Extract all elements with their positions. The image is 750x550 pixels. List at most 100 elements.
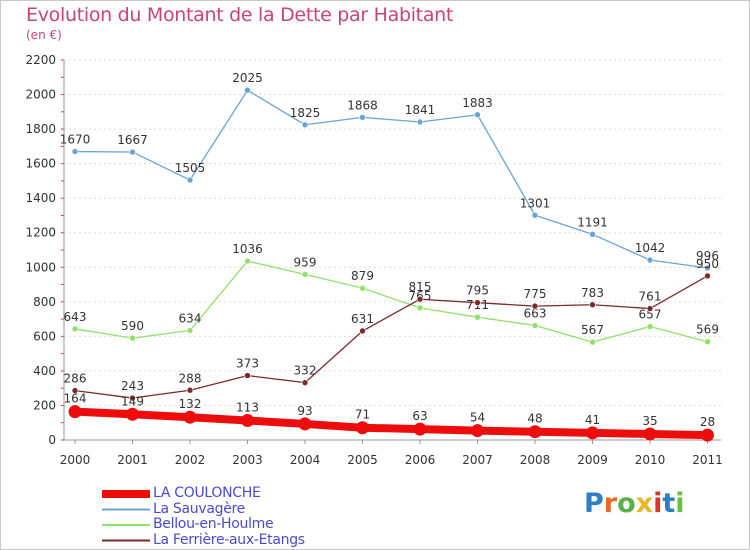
legend-label: La Ferrière-aux-Etangs — [153, 531, 305, 548]
data-point — [301, 271, 309, 278]
data-point — [646, 323, 654, 330]
series-line — [74, 275, 709, 399]
data-label: 634 — [179, 311, 202, 325]
legend-label: Bellou-en-Houlme — [153, 516, 274, 532]
data-label: 149 — [121, 394, 144, 408]
data-label: 631 — [351, 312, 374, 326]
data-point — [586, 426, 599, 440]
data-label: 775 — [524, 287, 547, 301]
data-label: 2025 — [232, 71, 263, 85]
data-label: 783 — [581, 286, 604, 300]
data-point — [646, 305, 654, 312]
x-tick-label: 2008 — [520, 453, 551, 467]
data-point — [129, 334, 136, 342]
y-tick-label: 200 — [33, 398, 56, 412]
data-point — [186, 176, 194, 184]
data-point — [704, 264, 711, 272]
x-tick-label: 2005 — [347, 453, 378, 467]
x-tick-label: 2009 — [577, 453, 608, 467]
data-label: 132 — [179, 397, 202, 411]
data-label: 590 — [121, 319, 144, 333]
data-point — [359, 114, 366, 121]
data-label: 288 — [179, 371, 202, 385]
data-point — [643, 427, 657, 441]
proxiti-logo: Proxiti — [584, 488, 685, 519]
y-tick-label: 600 — [33, 329, 56, 343]
data-point — [186, 327, 194, 334]
series-line — [71, 407, 712, 440]
y-tick-label: 1800 — [25, 122, 56, 136]
data-point — [241, 413, 254, 427]
data-label: 959 — [294, 255, 317, 269]
data-label: 1883 — [462, 96, 493, 110]
data-point — [701, 428, 714, 442]
data-label: 286 — [64, 372, 87, 386]
legend-label: LA COULONCHE — [153, 485, 261, 501]
data-label: 1868 — [347, 98, 378, 112]
data-label: 28 — [700, 415, 715, 429]
data-label: 164 — [64, 392, 87, 406]
data-point — [71, 325, 79, 333]
data-point — [298, 417, 312, 431]
legend-label: La Sauvagère — [153, 500, 245, 517]
data-point — [474, 313, 481, 321]
data-point — [71, 387, 79, 394]
data-point — [244, 257, 251, 265]
y-tick-label: 1400 — [25, 191, 56, 205]
data-label: 373 — [236, 357, 259, 371]
data-label: 996 — [696, 249, 719, 263]
data-label: 643 — [64, 310, 87, 324]
data-label: 332 — [294, 364, 317, 378]
data-point — [356, 421, 369, 435]
data-point — [359, 327, 366, 335]
data-label: 1042 — [635, 241, 666, 255]
data-point — [474, 111, 481, 119]
data-label: 1670 — [60, 133, 91, 147]
y-tick-label: 1600 — [25, 157, 56, 171]
data-label: 569 — [696, 323, 719, 337]
data-point — [531, 211, 539, 219]
data-point — [646, 256, 654, 264]
data-label: 1036 — [232, 242, 263, 256]
x-tick-label: 2002 — [175, 453, 206, 467]
chart-unit: (en €) — [26, 28, 62, 42]
data-label: 950 — [696, 257, 719, 271]
y-tick-label: 2200 — [25, 53, 56, 67]
data-label: 663 — [524, 306, 547, 320]
y-tick-label: 1000 — [25, 260, 56, 274]
logo-letter: i — [653, 488, 663, 519]
data-point — [416, 118, 424, 126]
logo-letter: i — [675, 488, 685, 519]
data-point — [183, 410, 197, 424]
x-tick-label: 2011 — [692, 453, 723, 467]
data-label: 1825 — [290, 106, 321, 120]
data-label: 1301 — [520, 196, 551, 210]
logo-letter: x — [635, 488, 654, 519]
data-label: 879 — [351, 269, 374, 283]
data-point — [589, 230, 596, 238]
data-point — [68, 405, 82, 419]
data-label: 63 — [412, 409, 427, 423]
x-tick-label: 2004 — [290, 453, 321, 467]
data-label: 243 — [121, 379, 144, 393]
y-tick-label: 800 — [33, 295, 56, 309]
data-point — [244, 86, 251, 94]
x-tick-label: 2000 — [60, 453, 91, 467]
series-line — [74, 89, 709, 269]
data-label: 41 — [585, 413, 600, 427]
chart-title: Evolution du Montant de la Dette par Hab… — [26, 4, 454, 26]
data-label: 93 — [297, 404, 312, 418]
data-label: 54 — [470, 411, 485, 425]
logo-letter: P — [584, 488, 604, 519]
series-line — [74, 260, 709, 343]
data-point — [71, 148, 79, 155]
logo-letter: o — [617, 488, 636, 519]
data-point — [416, 295, 424, 303]
data-point — [589, 338, 596, 346]
data-label: 795 — [466, 284, 489, 298]
data-point — [129, 394, 136, 402]
data-point — [416, 304, 424, 312]
data-point — [589, 301, 596, 309]
logo-letter: r — [603, 488, 618, 519]
